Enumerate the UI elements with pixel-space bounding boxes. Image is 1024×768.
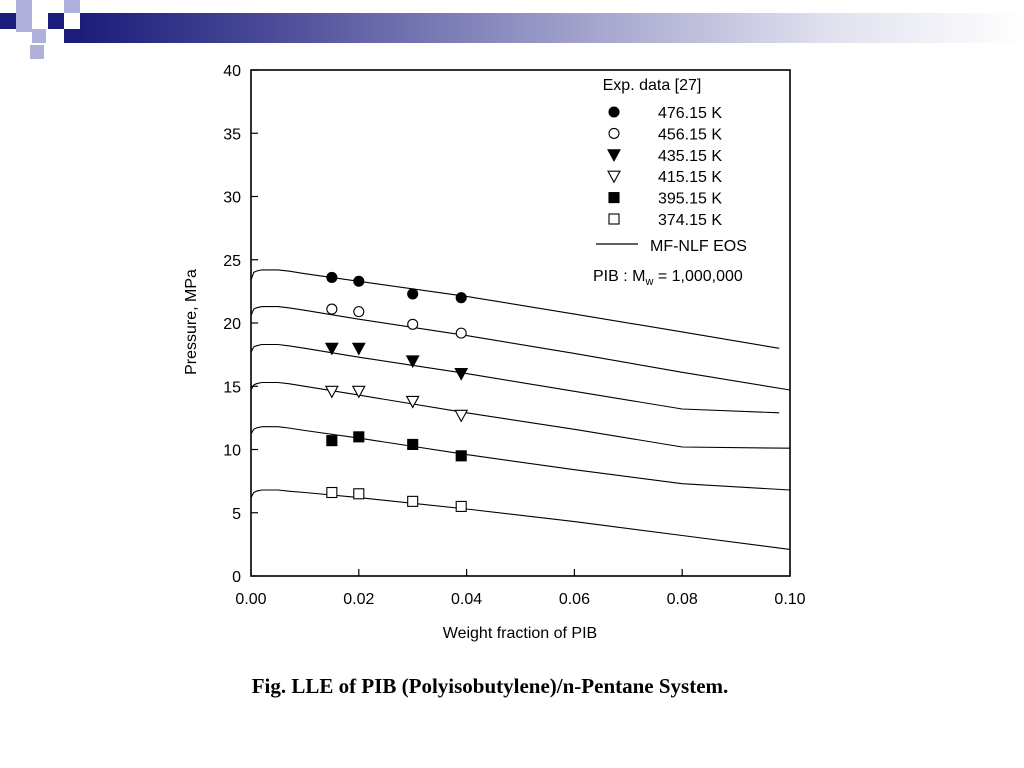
legend-label: 435.15 K bbox=[658, 148, 722, 165]
y-tick-label: 40 bbox=[223, 63, 241, 80]
pressure-chart: 0.00 0.02 0.04 0.06 0.08 0.10 0 5 10 15 20 25 30 35 40… bbox=[183, 63, 806, 642]
y-tick-label: 25 bbox=[223, 253, 241, 270]
data-point bbox=[351, 385, 366, 399]
deco-square bbox=[64, 0, 80, 13]
legend-marker bbox=[608, 106, 620, 118]
note-prefix: PIB : M bbox=[593, 268, 645, 285]
x-tick-label: 0.00 bbox=[235, 591, 266, 608]
data-point bbox=[353, 275, 365, 287]
note-suffix: = 1,000,000 bbox=[653, 268, 743, 285]
note-subscript: w bbox=[644, 276, 653, 288]
data-point bbox=[405, 395, 420, 409]
model-curve bbox=[250, 343, 780, 414]
x-axis-label: Weight fraction of PIB bbox=[443, 625, 597, 642]
y-axis-label: Pressure, MPa bbox=[183, 269, 200, 375]
deco-square bbox=[16, 16, 32, 32]
data-point bbox=[353, 431, 365, 443]
data-point bbox=[353, 488, 365, 500]
data-point bbox=[454, 368, 469, 381]
x-tick-label: 0.10 bbox=[774, 591, 805, 608]
legend: Exp. data [27] 476.15 K 456.15 K 435.15 K 4… bbox=[593, 77, 747, 288]
data-point bbox=[324, 385, 339, 399]
data-point bbox=[407, 288, 419, 300]
legend-title: Exp. data [27] bbox=[603, 77, 702, 94]
figure-caption: Fig. LLE of PIB (Polyisobutylene)/n-Pent… bbox=[251, 674, 729, 698]
x-tick-label: 0.06 bbox=[559, 591, 590, 608]
model-curve bbox=[250, 269, 780, 349]
deco-square bbox=[30, 45, 44, 59]
data-point bbox=[353, 306, 365, 318]
model-curve bbox=[250, 489, 791, 550]
data-point bbox=[326, 271, 338, 284]
y-tick-label: 0 bbox=[232, 569, 241, 586]
deco-square bbox=[16, 0, 32, 16]
data-point bbox=[455, 450, 467, 462]
plot-frame bbox=[250, 69, 791, 577]
data-point bbox=[324, 342, 339, 356]
data-point bbox=[455, 292, 467, 304]
data-point bbox=[407, 438, 419, 450]
data-point bbox=[455, 327, 467, 339]
model-curve bbox=[250, 426, 791, 491]
data-point bbox=[455, 500, 467, 512]
data-point bbox=[326, 486, 338, 499]
legend-line-label: MF-NLF EOS bbox=[650, 238, 747, 255]
legend-marker bbox=[608, 127, 620, 139]
legend-label: 395.15 K bbox=[658, 191, 722, 208]
deco-square bbox=[48, 13, 64, 29]
legend-label: 374.15 K bbox=[658, 212, 722, 229]
x-tick-label: 0.04 bbox=[451, 591, 482, 608]
model-curve bbox=[250, 381, 791, 449]
y-tick-label: 35 bbox=[223, 126, 241, 143]
deco-square bbox=[0, 13, 16, 29]
data-point bbox=[326, 303, 338, 315]
data-point bbox=[407, 318, 419, 330]
legend-marker bbox=[608, 213, 620, 225]
legend-label: 456.15 K bbox=[658, 126, 722, 143]
data-point bbox=[407, 495, 419, 507]
y-tick-label: 30 bbox=[223, 190, 241, 207]
legend-marker bbox=[608, 192, 620, 204]
legend-marker bbox=[607, 170, 621, 184]
data-point bbox=[351, 342, 366, 356]
data-point bbox=[326, 435, 338, 447]
data-point bbox=[405, 355, 420, 369]
molecular-weight-note: PIB : Mw = 1,000,000 bbox=[593, 268, 743, 288]
legend-label: 415.15 K bbox=[658, 169, 722, 186]
deco-square bbox=[32, 29, 46, 43]
x-tick-label: 0.02 bbox=[343, 591, 374, 608]
legend-marker bbox=[607, 149, 621, 162]
y-tick-label: 20 bbox=[223, 316, 241, 333]
legend-label: 476.15 K bbox=[658, 105, 722, 122]
deco-square bbox=[64, 29, 80, 43]
data-point bbox=[454, 409, 469, 423]
x-tick-label: 0.08 bbox=[667, 591, 698, 608]
title-bar-gradient bbox=[80, 13, 1024, 43]
model-curve bbox=[250, 306, 791, 391]
y-tick-label: 10 bbox=[223, 443, 241, 460]
slide-decoration bbox=[0, 0, 80, 59]
y-tick-label: 5 bbox=[232, 506, 241, 523]
y-tick-label: 15 bbox=[223, 379, 241, 396]
